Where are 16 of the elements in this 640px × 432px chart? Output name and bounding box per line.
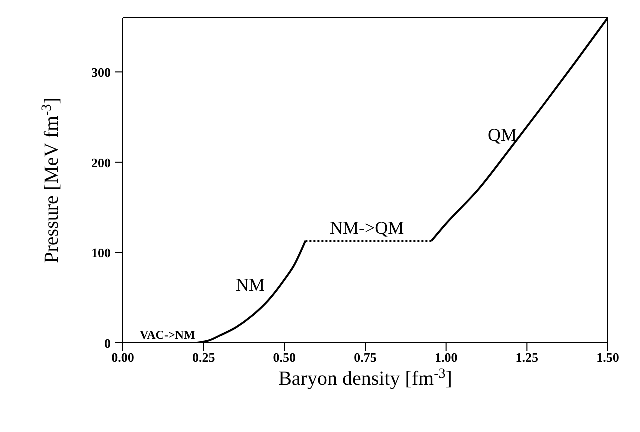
y-tick-label: 100 xyxy=(92,246,111,261)
annotation: VAC->NM xyxy=(140,328,196,342)
y-tick-label: 200 xyxy=(92,155,111,170)
x-tick-label: 1.00 xyxy=(434,350,458,366)
y-tick-label: 300 xyxy=(92,65,111,80)
annotation: NM xyxy=(236,275,266,295)
annotation: NM->QM xyxy=(330,218,404,238)
x-tick-label: 0.75 xyxy=(354,350,378,366)
annotation: QM xyxy=(488,125,518,145)
x-tick-label: 0.00 xyxy=(112,350,134,366)
x-tick-label: 0.50 xyxy=(273,350,296,366)
x-tick-label: 0.25 xyxy=(192,350,216,366)
x-axis-title: Baryon density [fm$^{-3}$] xyxy=(278,366,452,390)
y-tick-label: 0 xyxy=(104,336,111,351)
x-tick-label: 1.50 xyxy=(596,350,620,366)
x-tick-label: 1.25 xyxy=(516,350,540,366)
